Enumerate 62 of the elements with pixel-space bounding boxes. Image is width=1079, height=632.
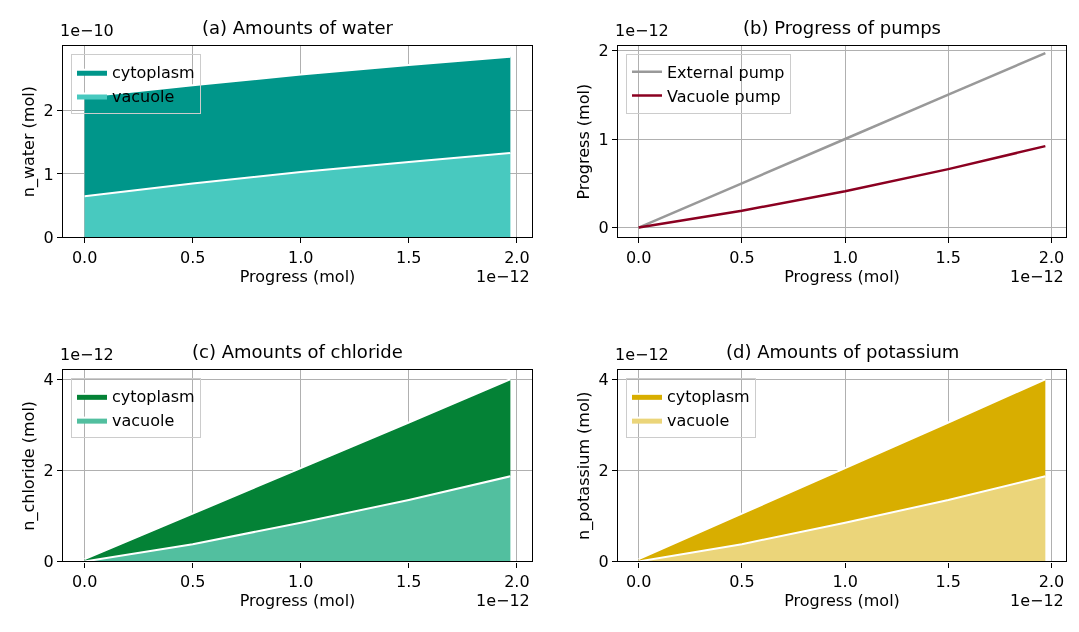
x-tick-label: 1.5 bbox=[396, 571, 422, 591]
x-tick-label: 0.0 bbox=[625, 571, 652, 591]
legend-label: vacuole bbox=[112, 410, 175, 430]
chart-title: (b) Progress of pumps bbox=[743, 17, 941, 38]
text: 1e−12 bbox=[1010, 591, 1064, 610]
legend-label: vacuole bbox=[667, 410, 730, 430]
x-tick-label: 0.0 bbox=[625, 247, 652, 267]
y-tick-label: 0 bbox=[43, 552, 54, 572]
legend-label: cytoplasm bbox=[112, 387, 195, 407]
y-tick-label: 0 bbox=[598, 218, 609, 238]
x-tick-label: 1.0 bbox=[288, 247, 314, 267]
text: 1e−12 bbox=[615, 21, 669, 40]
text: 1e−12 bbox=[1010, 267, 1064, 286]
y-tick-label: 2 bbox=[598, 41, 609, 61]
x-tick-label: 0.5 bbox=[729, 247, 755, 267]
text: 1e−12 bbox=[615, 345, 669, 364]
x-tick-label: 0.5 bbox=[729, 571, 755, 591]
chart-title: (d) Amounts of potassium bbox=[726, 341, 960, 362]
legend-label: vacuole bbox=[112, 86, 175, 106]
y-tick-label: 2 bbox=[43, 460, 54, 480]
text: 1e−10 bbox=[60, 21, 114, 40]
text: 1e−12 bbox=[476, 591, 530, 610]
x-tick-label: 1.5 bbox=[396, 247, 422, 267]
text: 1e−12 bbox=[60, 345, 114, 364]
y-tick-label: 4 bbox=[43, 369, 54, 389]
x-axis-title: Progress (mol) bbox=[784, 590, 900, 610]
legend-label: Vacuole pump bbox=[667, 86, 781, 106]
x-tick-label: 0.0 bbox=[71, 571, 98, 591]
x-tick-label: 2.0 bbox=[1038, 571, 1065, 591]
legend-label: cytoplasm bbox=[112, 62, 195, 82]
x-tick-label: 1.5 bbox=[935, 247, 962, 267]
x-axis-title: Progress (mol) bbox=[784, 266, 900, 286]
x-axis-title: Progress (mol) bbox=[239, 266, 356, 286]
y-tick-label: 4 bbox=[598, 369, 609, 389]
legend-label: cytoplasm bbox=[667, 387, 750, 407]
y-tick-label: 2 bbox=[598, 460, 609, 480]
x-axis-title: Progress (mol) bbox=[239, 590, 356, 610]
y-axis-title: n_water (mol) bbox=[19, 86, 40, 198]
y-axis-title: n_potassium (mol) bbox=[574, 391, 595, 540]
x-tick-label: 0.5 bbox=[179, 247, 206, 267]
text: 1e−12 bbox=[476, 267, 530, 286]
x-tick-label: 1.5 bbox=[935, 571, 962, 591]
y-axis-title: n_chloride (mol) bbox=[19, 400, 40, 531]
y-tick-label: 1 bbox=[598, 129, 609, 149]
x-tick-label: 0.0 bbox=[71, 247, 98, 267]
y-tick-label: 2 bbox=[43, 101, 54, 121]
x-tick-label: 2.0 bbox=[504, 571, 530, 591]
chart-title: (a) Amounts of water bbox=[202, 17, 394, 38]
legend-label: External pump bbox=[667, 62, 785, 82]
chart-title: (c) Amounts of chloride bbox=[192, 341, 403, 362]
x-tick-label: 1.0 bbox=[832, 571, 858, 591]
x-tick-label: 0.5 bbox=[179, 571, 206, 591]
y-tick-label: 1 bbox=[43, 164, 54, 184]
x-tick-label: 2.0 bbox=[1038, 247, 1065, 267]
line-series bbox=[637, 51, 1047, 229]
y-axis-title: Progress (mol) bbox=[574, 83, 594, 200]
x-tick-label: 1.0 bbox=[832, 247, 858, 267]
line-series bbox=[637, 144, 1047, 229]
y-tick-label: 0 bbox=[598, 552, 609, 572]
y-tick-label: 0 bbox=[43, 227, 54, 247]
x-tick-label: 2.0 bbox=[504, 247, 530, 267]
x-tick-label: 1.0 bbox=[288, 571, 314, 591]
